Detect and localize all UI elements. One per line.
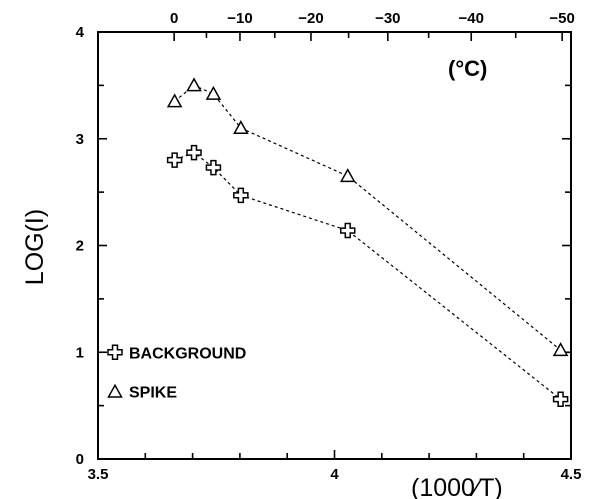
label-group: LOG(I) (1000∕T) (°C) [21,56,503,499]
spike-point [552,342,569,357]
celsius-axis-label: (°C) [448,56,487,81]
background-point [186,144,202,161]
celsius-tick-label: −10 [227,10,252,27]
background-point [166,152,183,168]
legend-marker-background [107,344,123,360]
spike-point [233,120,249,135]
spike-point [339,168,356,183]
y-axis-label: LOG(I) [21,209,49,285]
y-tick-label: 2 [76,238,84,255]
background-point [233,187,249,204]
background-point [552,391,569,407]
background-point [339,222,356,239]
axes: 0 1 2 3 4 3.5 4 4.5 0 −10 −20 −30 −40 −50 [76,10,582,483]
legend: BACKGROUND SPIKE [107,344,246,402]
y-tick-label: 4 [76,24,85,41]
spike-point [205,85,222,100]
legend-marker-spike [107,383,123,398]
x-tick-label: 4.5 [561,466,582,483]
celsius-tick-label: −30 [375,10,400,27]
x-tick-label: 3.5 [88,466,109,483]
y-tick-label: 0 [76,451,84,468]
series-line-spike [174,84,561,351]
x-axis-label: (1000∕T) [411,474,503,499]
series-line-background [174,151,561,400]
celsius-tick-label: 0 [170,10,178,27]
legend-label-spike: SPIKE [129,385,177,402]
y-tick-label: 3 [76,131,84,148]
spike-point [186,77,202,92]
celsius-tick-label: −50 [549,10,574,27]
celsius-tick-label: −40 [459,10,484,27]
background-point [205,159,222,176]
celsius-tick-label: −20 [298,10,323,27]
series-group [166,77,569,407]
y-tick-label: 1 [76,344,84,361]
spike-point [166,93,183,108]
legend-label-background: BACKGROUND [129,345,246,362]
x-tick-label: 4 [330,466,339,483]
